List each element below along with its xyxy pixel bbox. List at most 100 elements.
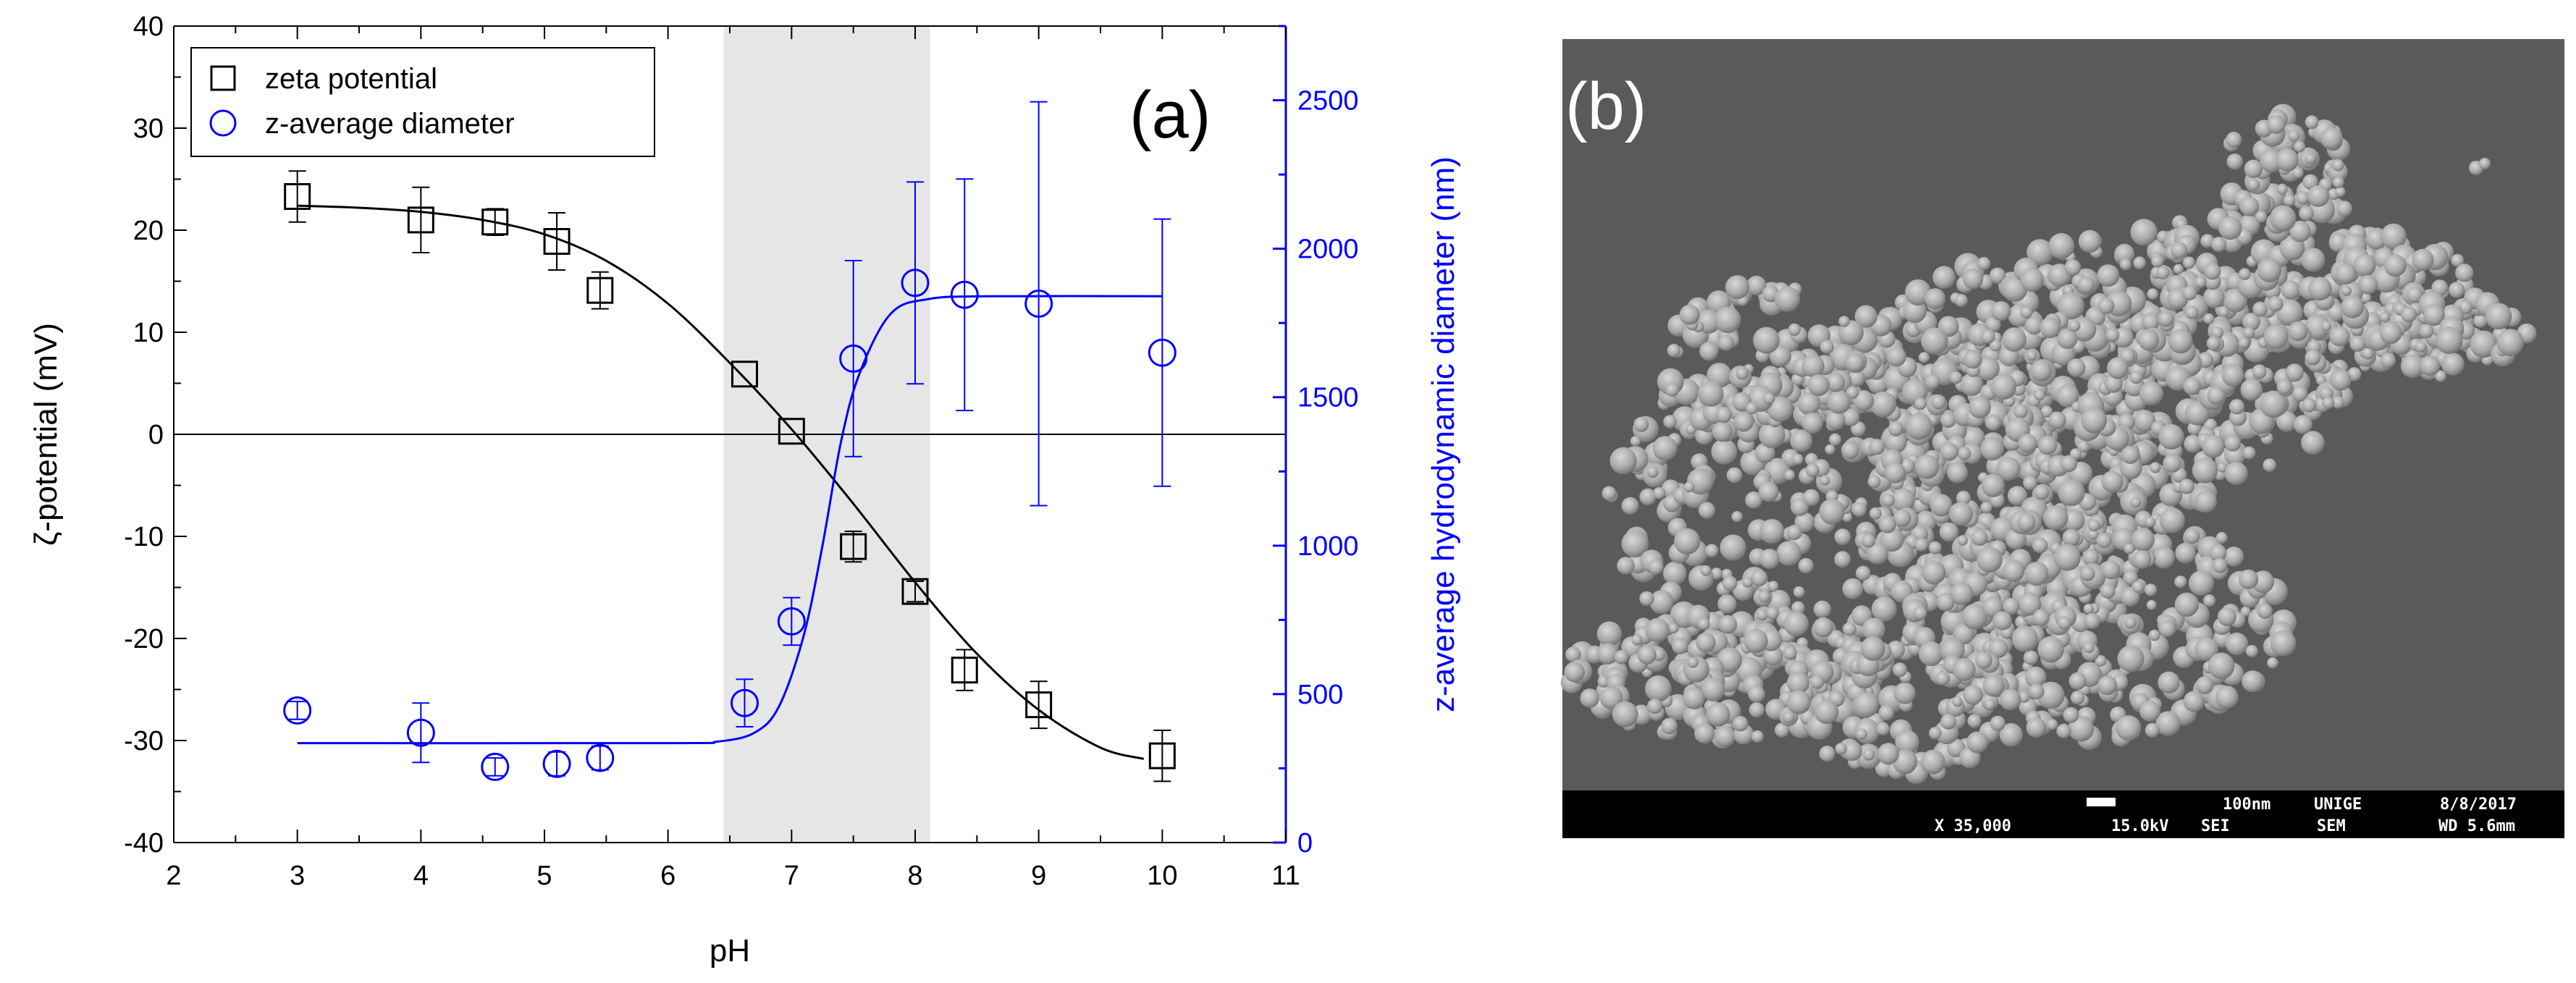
- zeta-point-marker: [778, 418, 805, 445]
- sem-particle: [2276, 379, 2292, 395]
- sem-particle: [1940, 442, 1959, 461]
- sem-particle: [1981, 473, 2005, 497]
- sem-particle: [2056, 723, 2071, 739]
- sem-particle: [2028, 683, 2045, 700]
- sem-particle: [2204, 263, 2221, 280]
- sem-particle: [1940, 714, 1957, 730]
- sem-particle: [1870, 391, 1897, 418]
- y-left-tick-label: -20: [124, 624, 164, 654]
- sem-particle: [1787, 671, 1810, 695]
- sem-particle: [1790, 497, 1809, 516]
- sem-particle: [1842, 578, 1864, 599]
- sem-particle: [2479, 158, 2491, 169]
- sem-working-distance: WD 5.6mm: [2438, 817, 2515, 835]
- sem-particle: [1845, 386, 1859, 400]
- sem-particle: [2257, 258, 2282, 282]
- sem-particle: [2139, 701, 2161, 722]
- sem-particle: [1953, 658, 1976, 681]
- sem-particle: [2329, 326, 2350, 347]
- sem-particle: [1914, 397, 1927, 410]
- sem-particle: [1885, 431, 1907, 453]
- sem-particle: [1672, 638, 1688, 654]
- sem-particle: [1714, 726, 1735, 747]
- sem-particle: [2114, 243, 2135, 264]
- sem-particle: [1683, 687, 1705, 709]
- sem-particle: [2239, 268, 2251, 281]
- sem-particle: [2283, 194, 2296, 207]
- sem-particle: [2020, 305, 2033, 318]
- sem-particle: [2281, 280, 2300, 300]
- sem-particle: [2485, 303, 2512, 330]
- diameter-point-marker: [950, 280, 979, 309]
- sem-particle: [2171, 242, 2188, 259]
- sem-particle: [1940, 412, 1956, 429]
- sem-particle: [2400, 354, 2425, 379]
- zeta-point-marker: [1148, 742, 1176, 769]
- sem-particle: [2037, 636, 2064, 663]
- sem-particle: [2037, 681, 2065, 709]
- sem-particle: [2242, 670, 2264, 693]
- sem-particle: [1893, 682, 1916, 704]
- sem-particle: [2080, 566, 2095, 581]
- sem-particle: [2194, 490, 2217, 513]
- x-tick-label: 10: [1147, 861, 1177, 891]
- sem-particle: [2116, 715, 2142, 741]
- sem-particle: [1996, 456, 2021, 481]
- x-tick-label: 3: [290, 861, 305, 891]
- sem-particle: [2192, 457, 2218, 484]
- sem-particle: [1876, 722, 1890, 736]
- sem-particle: [2026, 350, 2037, 361]
- sem-particle: [1663, 561, 1687, 586]
- diameter-point-marker: [1148, 338, 1177, 367]
- sem-particle: [2304, 153, 2316, 164]
- sem-particle: [1753, 326, 1780, 354]
- sem-particle: [2202, 434, 2225, 458]
- sem-particle: [1783, 646, 1797, 660]
- sem-particle: [2097, 675, 2118, 696]
- sem-particle: [2068, 672, 2087, 690]
- sem-particle: [1748, 702, 1764, 718]
- sem-particle: [2243, 326, 2255, 339]
- sem-particle: [2068, 715, 2095, 742]
- sem-particle: [1776, 541, 1801, 566]
- sem-particle: [2147, 288, 2159, 300]
- sem-particle: [2384, 254, 2407, 277]
- sem-particle: [2057, 292, 2084, 320]
- sem-particle: [2048, 233, 2075, 259]
- sem-particle: [1913, 606, 1927, 620]
- sem-particle: [2203, 313, 2215, 324]
- sem-particle: [2131, 528, 2155, 552]
- sem-particle: [2123, 570, 2138, 586]
- sem-particle: [2276, 148, 2299, 172]
- sem-particle-aggregate: [1560, 104, 2537, 785]
- sem-particle: [1748, 685, 1766, 703]
- sem-particle: [1893, 662, 1908, 678]
- sem-particle: [2195, 676, 2214, 694]
- sem-particle: [2224, 435, 2242, 452]
- sem-particle: [2168, 329, 2193, 354]
- sem-particle: [1718, 615, 1738, 634]
- sem-particle: [1880, 528, 1904, 552]
- sem-particle: [2215, 531, 2228, 544]
- sem-particle: [1960, 373, 1984, 396]
- sem-particle: [2299, 206, 2314, 222]
- sem-particle: [1798, 557, 1814, 574]
- sem-particle: [2455, 263, 2474, 282]
- sem-particle: [2040, 405, 2053, 418]
- sem-particle: [1647, 699, 1663, 714]
- sem-particle: [1751, 730, 1764, 743]
- diameter-point-marker: [542, 749, 571, 778]
- y-left-tick-label: 40: [133, 12, 164, 42]
- sem-particle: [1825, 410, 1845, 430]
- sem-particle: [2189, 570, 2214, 596]
- y-right-tick-label: 2000: [1297, 235, 1359, 265]
- sem-particle: [1805, 463, 1819, 478]
- sem-particle: [2020, 268, 2044, 292]
- sem-particle: [1940, 638, 1965, 663]
- sem-particle: [2132, 550, 2152, 569]
- sem-particle: [1882, 494, 1895, 507]
- sem-particle: [1793, 586, 1805, 598]
- sem-particle: [1932, 266, 1956, 290]
- sem-particle: [1982, 675, 2005, 697]
- sem-particle: [2358, 275, 2378, 295]
